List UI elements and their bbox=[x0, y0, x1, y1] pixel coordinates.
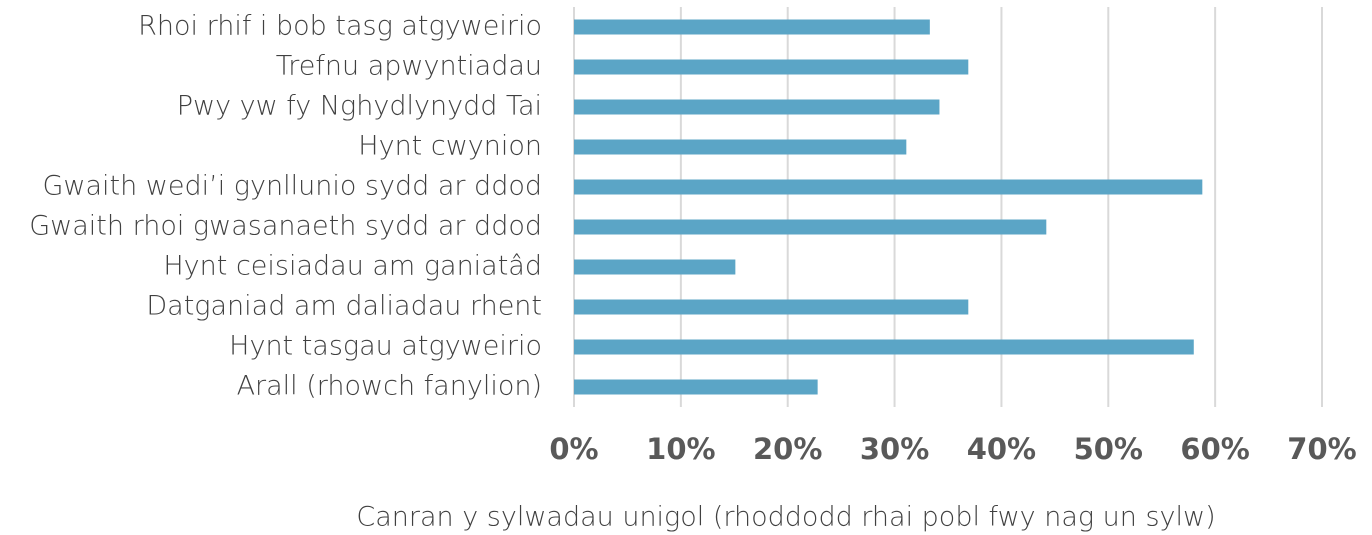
x-tick-label: 0% bbox=[549, 432, 598, 466]
bar bbox=[574, 379, 818, 395]
x-axis-title: Canran y sylwadau unigol (rhoddodd rhai … bbox=[356, 502, 1215, 533]
bar bbox=[574, 179, 1203, 195]
y-tick-label: Pwy yw fy Nghydlynydd Tai bbox=[177, 91, 542, 122]
y-tick-label: Hynt cwynion bbox=[358, 131, 542, 162]
x-tick-label: 50% bbox=[1074, 432, 1143, 466]
x-tick-label: 60% bbox=[1180, 432, 1249, 466]
bar bbox=[574, 99, 940, 115]
y-tick-label: Hynt tasgau atgyweirio bbox=[229, 331, 542, 362]
y-tick-label: Gwaith rhoi gwasanaeth sydd ar ddod bbox=[29, 211, 542, 242]
y-tick-label: Hynt ceisiadau am ganiatâd bbox=[163, 251, 542, 282]
bar bbox=[574, 299, 969, 315]
x-tick-label: 20% bbox=[753, 432, 822, 466]
x-tick-label: 70% bbox=[1287, 432, 1356, 466]
x-tick-label: 10% bbox=[646, 432, 715, 466]
bar bbox=[574, 139, 907, 155]
bar bbox=[574, 259, 736, 275]
y-tick-label: Arall (rhowch fanylion) bbox=[237, 371, 542, 402]
y-tick-label: Rhoi rhif i bob tasg atgyweirio bbox=[138, 11, 542, 42]
bar bbox=[574, 19, 930, 35]
x-tick-label: 30% bbox=[860, 432, 929, 466]
bar bbox=[574, 219, 1047, 235]
y-tick-label: Gwaith wedi’i gynllunio sydd ar ddod bbox=[42, 171, 542, 202]
y-tick-label: Datganiad am daliadau rhent bbox=[146, 291, 542, 322]
y-tick-label: Trefnu apwyntiadau bbox=[276, 51, 542, 82]
bar bbox=[574, 59, 969, 75]
bar bbox=[574, 339, 1194, 355]
x-tick-label: 40% bbox=[967, 432, 1036, 466]
